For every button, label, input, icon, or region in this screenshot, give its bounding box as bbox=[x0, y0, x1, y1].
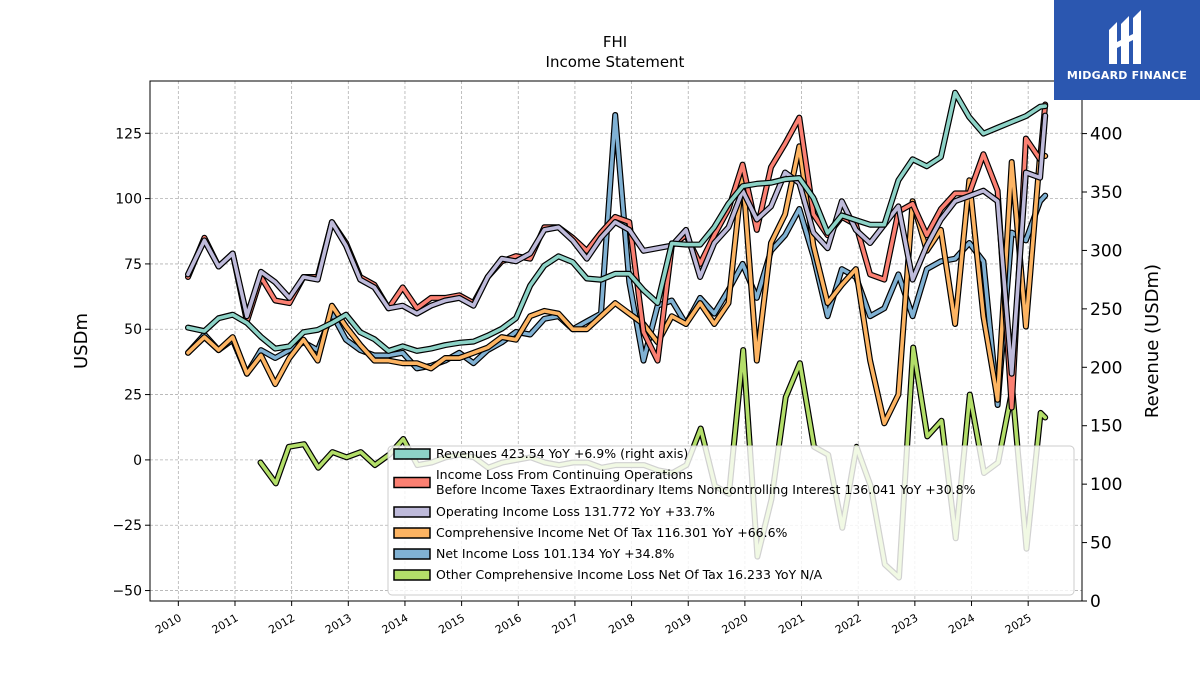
legend-label: Comprehensive Income Net Of Tax 116.301 … bbox=[436, 525, 788, 540]
y-tick-label: 0 bbox=[133, 453, 142, 469]
x-tick-label: 2016 bbox=[493, 611, 524, 636]
legend-swatch bbox=[393, 569, 431, 581]
legend-label: Income Loss From Continuing Operations bbox=[436, 467, 693, 482]
legend: Revenues 423.54 YoY +6.9% (right axis) In… bbox=[387, 445, 1075, 596]
y2-tick-label: 0 bbox=[1090, 592, 1101, 612]
x-tick-label: 2018 bbox=[606, 611, 637, 636]
y2-tick-label: 350 bbox=[1090, 183, 1122, 203]
x-tick-label: 2014 bbox=[380, 611, 411, 636]
y2-tick-label: 100 bbox=[1090, 475, 1122, 495]
x-tick-label: 2022 bbox=[833, 611, 864, 636]
x-tick-label: 2015 bbox=[436, 611, 467, 636]
y-tick-label: 100 bbox=[115, 192, 142, 208]
y2-tick-label: 200 bbox=[1090, 358, 1122, 378]
series-line-2 bbox=[186, 113, 1047, 376]
legend-label: Revenues 423.54 YoY +6.9% (right axis) bbox=[436, 446, 688, 461]
brand-logo: MIDGARD FINANCE bbox=[1054, 0, 1200, 100]
chart-subtitle: Income Statement bbox=[546, 53, 685, 71]
logo-text: MIDGARD FINANCE bbox=[1066, 69, 1188, 82]
series-line-4 bbox=[186, 113, 1047, 407]
x-tick-label: 2011 bbox=[210, 611, 241, 636]
x-tick-label: 2017 bbox=[550, 611, 581, 636]
x-tick-label: 2012 bbox=[266, 611, 297, 636]
y-tick-label: 125 bbox=[115, 126, 142, 142]
legend-swatch bbox=[393, 476, 431, 489]
y-tick-label: −25 bbox=[112, 518, 142, 534]
y2-tick-label: 250 bbox=[1090, 300, 1122, 320]
midgard-logo-icon bbox=[1109, 10, 1141, 64]
series-line-0 bbox=[186, 90, 1047, 353]
x-tick-label: 2023 bbox=[890, 611, 921, 636]
y-axis-label: USDm bbox=[71, 313, 92, 369]
x-tick-label: 2020 bbox=[720, 611, 751, 636]
y-tick-label: 75 bbox=[124, 257, 142, 273]
y-tick-label: 25 bbox=[124, 388, 142, 404]
x-tick-label: 2019 bbox=[663, 611, 694, 636]
x-tick-label: 2025 bbox=[1003, 611, 1034, 636]
y-tick-label: 50 bbox=[124, 322, 142, 338]
x-tick-label: 2021 bbox=[776, 611, 807, 636]
legend-label: Before Income Taxes Extraordinary Items … bbox=[436, 482, 976, 497]
y-tick-label: −50 bbox=[112, 584, 142, 600]
series-lines bbox=[185, 89, 1049, 581]
y2-axis-label: Revenue (USDm) bbox=[1142, 264, 1163, 418]
x-tick-label: 2010 bbox=[153, 611, 184, 636]
legend-swatch bbox=[393, 548, 431, 560]
legend-label: Net Income Loss 101.134 YoY +34.8% bbox=[436, 546, 674, 561]
series-line-3 bbox=[186, 144, 1047, 426]
legend-swatch bbox=[393, 448, 431, 460]
legend-swatch bbox=[393, 506, 431, 518]
x-tick-label: 2013 bbox=[323, 611, 354, 636]
y2-tick-label: 400 bbox=[1090, 125, 1122, 145]
legend-swatch bbox=[393, 527, 431, 539]
y2-tick-label: 300 bbox=[1090, 241, 1122, 261]
legend-label: Operating Income Loss 131.772 YoY +33.7% bbox=[436, 504, 715, 519]
x-tick-label: 2024 bbox=[946, 611, 977, 636]
plot-frame bbox=[149, 80, 1083, 602]
legend-box bbox=[387, 445, 1075, 596]
y2-tick-label: 150 bbox=[1090, 417, 1122, 437]
legend-label: Other Comprehensive Income Loss Net Of T… bbox=[436, 567, 823, 582]
chart-title: FHI bbox=[603, 33, 627, 51]
y2-tick-label: 50 bbox=[1090, 534, 1112, 554]
